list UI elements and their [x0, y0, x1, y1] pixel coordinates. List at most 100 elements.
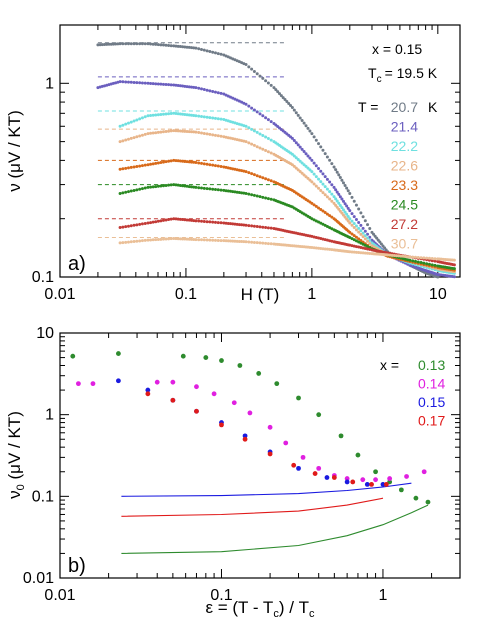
- point-a-30.7: [169, 237, 173, 241]
- point-a-30.7: [121, 241, 125, 245]
- point-a-20.7: [107, 42, 111, 46]
- point-a-30.7: [143, 238, 147, 242]
- panel-b-label: b): [68, 555, 86, 577]
- point-a-24.5: [149, 185, 153, 189]
- point-a-23.3: [317, 206, 321, 210]
- point-a-30.7: [325, 247, 329, 251]
- point-a-30.7: [252, 240, 256, 244]
- point-a-22.6: [312, 182, 316, 186]
- point-a-22.6: [164, 129, 168, 133]
- point-a-30.7: [178, 237, 182, 241]
- point-a-23.3: [312, 203, 316, 207]
- point-a-21.4: [319, 169, 323, 173]
- point-a-30.7: [357, 251, 361, 255]
- point-a-21.4: [244, 102, 248, 106]
- point-a-24.5: [185, 184, 189, 188]
- point-a-22.2: [244, 124, 248, 128]
- point-b-0.15: [364, 481, 370, 487]
- point-b-0.15: [296, 465, 301, 471]
- point-a-21.4: [200, 87, 204, 91]
- point-a-24.5: [350, 237, 354, 241]
- point-a-24.5: [161, 184, 165, 188]
- point-a-22.6: [135, 135, 139, 139]
- point-a-22.6: [328, 197, 332, 201]
- point-a-30.7: [194, 238, 198, 242]
- point-a-22.6: [363, 237, 367, 241]
- point-b-0.14: [387, 476, 393, 481]
- point-a-23.3: [250, 172, 254, 176]
- panel-a-legend: 20.7 21.4 22.2 22.6 23.3 24.5 27.2 30.7: [391, 99, 418, 252]
- point-a-30.7: [146, 238, 150, 242]
- point-a-24.5: [427, 262, 431, 266]
- point-a-20.7: [298, 116, 302, 120]
- point-a-23.3: [187, 160, 191, 164]
- point-a-21.4: [172, 83, 176, 87]
- point-a-30.7: [390, 253, 394, 257]
- panel-b-ticks: 0.01 0.1 1 0.01 0.1 1 10: [23, 325, 461, 604]
- point-a-24.5: [118, 191, 122, 195]
- point-a-24.5: [194, 185, 198, 189]
- legend-a-24.5: 24.5: [391, 197, 418, 213]
- point-a-20.7: [100, 43, 104, 47]
- point-a-20.7: [343, 183, 347, 187]
- point-b-0.14: [316, 465, 322, 471]
- point-a-20.7: [302, 121, 306, 125]
- point-a-20.7: [172, 44, 176, 48]
- point-a-22.6: [323, 193, 327, 197]
- point-a-27.2: [233, 222, 237, 226]
- point-a-21.4: [306, 154, 310, 158]
- point-a-21.4: [343, 202, 347, 206]
- point-a-20.7: [140, 42, 144, 46]
- point-a-24.5: [192, 185, 196, 189]
- point-a-27.2: [164, 218, 168, 222]
- point-a-20.7: [255, 72, 259, 76]
- point-a-21.4: [205, 88, 209, 92]
- point-a-27.2: [250, 224, 254, 228]
- point-a-24.5: [126, 190, 130, 194]
- point-a-30.7: [129, 240, 133, 244]
- point-a-20.7: [328, 158, 332, 162]
- point-a-27.2: [149, 221, 153, 225]
- panel-b-ytick-label: 1: [45, 407, 54, 424]
- point-a-23.3: [197, 161, 201, 165]
- point-a-27.2: [261, 225, 265, 229]
- panel-a: 0.01 0.1 1 100.11 H (T) ν (μV / KT) a) x = …: [5, 24, 461, 304]
- point-a-30.7: [368, 251, 372, 255]
- legend-b-0.17: 0.17: [418, 413, 445, 429]
- point-a-20.7: [281, 96, 285, 100]
- point-a-27.2: [224, 221, 228, 225]
- point-a-24.5: [140, 187, 144, 191]
- point-a-23.3: [205, 162, 209, 166]
- point-a-20.7: [346, 189, 350, 193]
- point-a-24.5: [216, 188, 220, 192]
- point-a-22.2: [321, 182, 325, 186]
- point-a-22.6: [321, 191, 325, 195]
- point-a-22.6: [325, 195, 329, 199]
- point-a-21.4: [169, 83, 173, 87]
- point-a-22.6: [151, 131, 155, 135]
- point-a-23.3: [118, 167, 122, 171]
- point-a-30.7: [250, 240, 254, 244]
- point-a-20.7: [279, 94, 283, 98]
- fit-line-0.13: [121, 504, 429, 554]
- point-b-0.13: [237, 363, 243, 368]
- point-a-23.3: [126, 166, 130, 170]
- point-a-21.4: [187, 85, 191, 89]
- point-a-23.3: [252, 173, 256, 177]
- point-a-30.7: [430, 257, 434, 261]
- point-a-23.3: [328, 214, 332, 218]
- point-a-20.7: [185, 45, 189, 49]
- panel-a-xtick-label: 0.1: [175, 286, 197, 303]
- panel-b-ytick-label: 0.1: [32, 488, 54, 505]
- point-a-30.7: [183, 237, 187, 241]
- point-a-21.4: [174, 83, 178, 87]
- point-a-23.3: [189, 160, 193, 164]
- point-a-22.2: [332, 195, 336, 199]
- point-a-20.7: [338, 176, 342, 180]
- point-a-20.7: [194, 46, 198, 50]
- point-a-22.6: [348, 221, 352, 225]
- point-b-0.13: [70, 353, 76, 359]
- point-a-22.2: [346, 214, 350, 218]
- panel-b-xtick-label: 1: [379, 587, 388, 604]
